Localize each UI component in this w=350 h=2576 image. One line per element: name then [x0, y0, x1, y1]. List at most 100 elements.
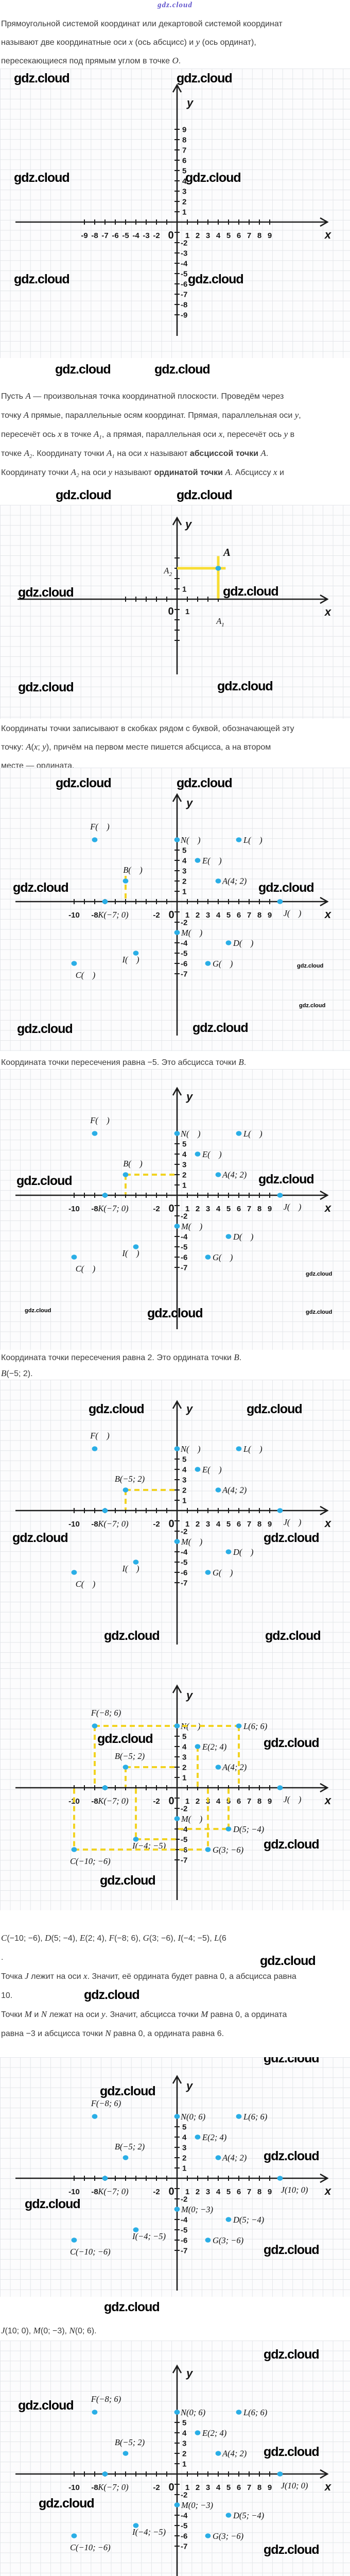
tick-label: y — [186, 96, 194, 109]
point-label: I(−4; −5) — [132, 1841, 166, 1851]
point-dot — [102, 2176, 108, 2181]
point-label: D(5; −4) — [233, 2215, 264, 2225]
tick-label: 5 — [182, 1140, 186, 1149]
tick-label: 5 — [182, 2419, 186, 2428]
tick-label: 5 — [182, 2123, 186, 2132]
point-dot — [236, 2410, 242, 2415]
text-line: Прямоугольной системой координат или дек… — [1, 20, 283, 28]
tick-label: 9 — [268, 911, 272, 920]
watermark: gdz.cloud — [13, 880, 68, 895]
point-dot — [277, 2471, 283, 2477]
point-label: I( ) — [122, 955, 139, 964]
point-label: C( ) — [76, 1579, 96, 1589]
watermark-row: gdz.cloud gdz.cloud — [0, 358, 350, 384]
point-label: N( ) — [180, 1721, 201, 1731]
point-dot — [277, 1508, 283, 1513]
watermark: gdz.cloud — [192, 1021, 248, 1035]
point-label: G( ) — [213, 959, 233, 969]
point-label: C( ) — [76, 970, 96, 980]
point-label: J( ) — [284, 1202, 302, 1212]
point-dot — [195, 1151, 201, 1157]
tick-label: 1 — [182, 1774, 186, 1783]
tick-label: -4 — [181, 2512, 188, 2520]
watermark: gdz.cloud — [185, 171, 241, 185]
tick-label: y — [186, 2367, 194, 2380]
tick-label: y — [186, 2079, 194, 2092]
text-line: точку A прямые, параллельные осям коорди… — [1, 410, 301, 420]
point-dot — [205, 2238, 211, 2243]
text-line: Координата точки пересечения равна 2. Эт… — [1, 1352, 242, 1362]
point-label: E(2; 4) — [202, 1742, 226, 1752]
point-label: N( ) — [180, 1444, 201, 1454]
tick-label: -7 — [181, 2247, 187, 2256]
tick-label: 5 — [226, 2188, 231, 2196]
text-line: Координата точки пересечения равна −5. Э… — [1, 1057, 247, 1067]
point-dot — [174, 1539, 180, 1544]
tick-label: -4 — [181, 2216, 188, 2225]
paragraph-definition-coordinate-system: Прямоугольной системой координат или дек… — [0, 13, 350, 69]
watermark: gdz.cloud — [264, 2347, 319, 2362]
tick-label: 2 — [182, 2450, 186, 2459]
watermark: gdz.cloud — [18, 2398, 74, 2413]
tick-label: -5 — [181, 2226, 187, 2235]
point-label: F( ) — [90, 822, 110, 832]
tick-label: 3 — [182, 188, 186, 196]
point-dot — [92, 1723, 98, 1728]
tick-label: -2 — [153, 2188, 160, 2196]
watermark: gdz.cloud — [265, 1629, 321, 1643]
tick-label: 1 — [182, 585, 186, 594]
point-dot — [174, 1131, 180, 1136]
coordinate-plane-empty: -9 -8 -7 -6 -5 -4 -3 -2 0 1 2 3 4 5 6 7 8 9 x y 9 8 7 6 5 4 3 2 1 -2-… — [0, 69, 350, 358]
tick-label: -7 — [181, 970, 187, 979]
tick-label: 8 — [257, 1205, 261, 1213]
point-dot — [174, 1224, 180, 1229]
tick-label: 0 — [168, 1203, 174, 1214]
watermark: gdz.cloud — [100, 2084, 155, 2098]
point-dot — [122, 878, 129, 884]
point-dot — [215, 1765, 221, 1770]
point-dot — [174, 837, 180, 842]
tick-label: -4 — [181, 1825, 188, 1834]
watermark: gdz.cloud — [264, 2543, 319, 2557]
tick-label: -3 — [181, 249, 187, 258]
tick-label: 1 — [185, 231, 189, 240]
watermark: gdz.cloud — [299, 1003, 325, 1009]
tick-label: 9 — [268, 2483, 272, 2492]
point-dot — [205, 961, 211, 966]
coordinate-plane-point-a: 0 1 1 x y A A2 A1 gdz.cloud gdz.cloud gdz.cloud gdz… — [0, 505, 350, 719]
tick-label: -6 — [181, 960, 187, 969]
point-dot — [205, 2533, 211, 2538]
point-label: M( ) — [181, 1814, 202, 1824]
tick-label: 1 — [185, 1797, 189, 1806]
watermark: gdz.cloud — [260, 1954, 316, 1968]
point-label: K(−7; 0) — [97, 2482, 128, 2492]
point-dot — [133, 1244, 139, 1249]
point-dot — [92, 837, 98, 842]
point-dot — [236, 1131, 242, 1136]
point-label: L( ) — [243, 1129, 262, 1139]
point-dot — [174, 2502, 180, 2507]
tick-label: 2 — [182, 1486, 186, 1495]
tick-label: 7 — [247, 1520, 251, 1529]
point-label: D( ) — [233, 1232, 253, 1242]
watermark: gdz.cloud — [16, 1174, 72, 1188]
point-label: A(4; 2) — [222, 1170, 247, 1180]
tick-label: 4 — [216, 2483, 221, 2492]
paragraph-axis-points-answer: J(10; 0), M(0; −3), N(0; 6). — [1, 2326, 97, 2335]
tick-label: 1 — [185, 911, 189, 920]
point-dot — [174, 2207, 180, 2212]
tick-label: x — [324, 605, 331, 618]
watermark: gdz.cloud — [306, 1271, 332, 1277]
tick-label: -4 — [181, 260, 188, 268]
point-label: E(2; 4) — [202, 2428, 226, 2438]
paragraph-coordinates-list: gdz.cloud gdz.cloud C(−10; −6), D(5; −4)… — [0, 1910, 350, 2057]
point-label: N(0; 6) — [180, 2112, 205, 2122]
point-dot — [215, 1172, 221, 1177]
watermark: gdz.cloud — [55, 362, 111, 377]
tick-label: 9 — [268, 231, 272, 240]
tick-label: 3 — [182, 867, 186, 876]
point-dot — [215, 566, 221, 571]
tick-label: x — [324, 2480, 331, 2493]
tick-label: -8 — [181, 301, 187, 310]
point-dot — [133, 2227, 139, 2232]
